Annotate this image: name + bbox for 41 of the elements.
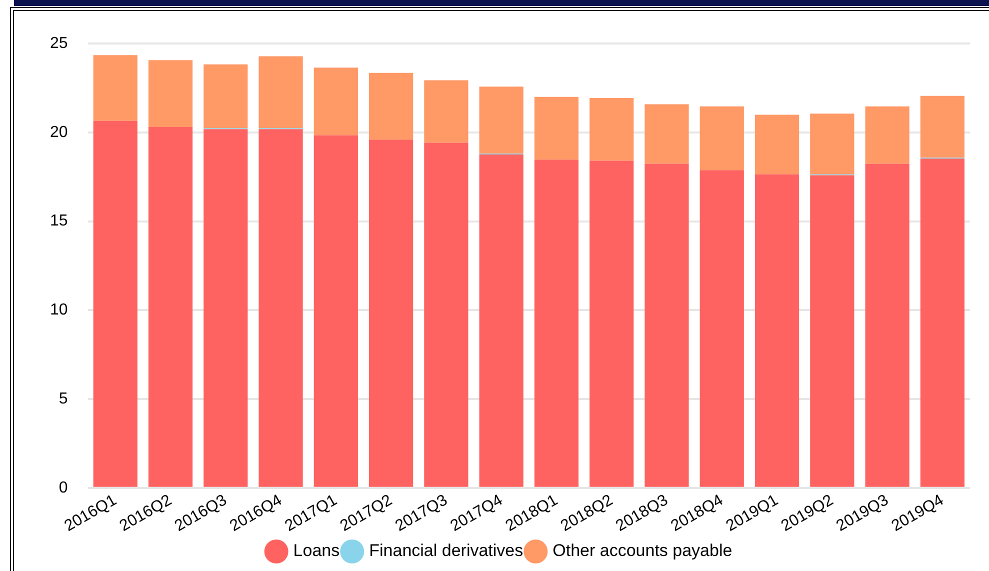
- bar: [424, 80, 468, 143]
- bar: [700, 170, 744, 487]
- bar: [204, 129, 248, 487]
- bar: [424, 142, 468, 487]
- bar: [534, 160, 579, 487]
- bar: [479, 154, 524, 487]
- y-tick-label: 15: [50, 212, 68, 230]
- y-tick-label: 20: [50, 124, 68, 141]
- y-tick-label: 5: [58, 390, 68, 408]
- bar: [148, 60, 193, 127]
- bar: [258, 129, 303, 487]
- bar: [920, 96, 964, 158]
- legend-label: Financial derivatives: [369, 541, 524, 560]
- y-tick-label: 0: [58, 479, 68, 496]
- bar: [920, 158, 964, 487]
- legend-label: Other accounts payable: [552, 541, 732, 560]
- bar: [479, 86, 524, 154]
- y-tick-label: 25: [50, 35, 68, 52]
- bar: [369, 140, 414, 487]
- bar: [369, 72, 414, 140]
- bar: [644, 104, 689, 164]
- bar: [700, 106, 744, 170]
- bar: [93, 120, 138, 487]
- legend-label: Loans: [293, 541, 340, 560]
- bar: [754, 114, 800, 174]
- bar: [204, 64, 248, 128]
- bar: [644, 164, 689, 487]
- bar: [534, 96, 579, 160]
- bar: [754, 174, 800, 487]
- bar: [590, 160, 634, 487]
- bar: [93, 55, 138, 121]
- bar: [314, 135, 358, 487]
- bar: [865, 106, 910, 164]
- bar: [314, 68, 358, 136]
- bar: [865, 164, 910, 487]
- bar: [810, 114, 854, 174]
- bar: [258, 56, 303, 128]
- bar: [810, 175, 854, 487]
- y-tick-label: 10: [50, 302, 68, 319]
- bar: [148, 126, 193, 487]
- bar: [590, 98, 634, 161]
